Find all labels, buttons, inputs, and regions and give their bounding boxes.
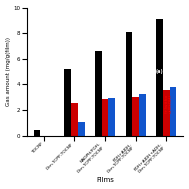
Bar bbox=[139, 94, 146, 136]
Text: (+)witho
ut(EtOH): (+)witho ut(EtOH) bbox=[165, 94, 173, 112]
Bar bbox=[64, 69, 71, 136]
Bar bbox=[125, 32, 132, 136]
Text: (a): (a) bbox=[156, 69, 163, 74]
Bar bbox=[95, 51, 102, 136]
Bar bbox=[163, 90, 170, 136]
Bar bbox=[34, 130, 40, 136]
Bar bbox=[71, 103, 78, 136]
Y-axis label: Gas amount (mg/g(film)): Gas amount (mg/g(film)) bbox=[5, 37, 11, 106]
Bar bbox=[78, 122, 84, 136]
X-axis label: Films: Films bbox=[96, 177, 114, 184]
Bar bbox=[170, 87, 176, 136]
Bar bbox=[108, 98, 115, 136]
Bar bbox=[156, 19, 163, 136]
Bar bbox=[132, 97, 139, 136]
Bar bbox=[102, 99, 108, 136]
